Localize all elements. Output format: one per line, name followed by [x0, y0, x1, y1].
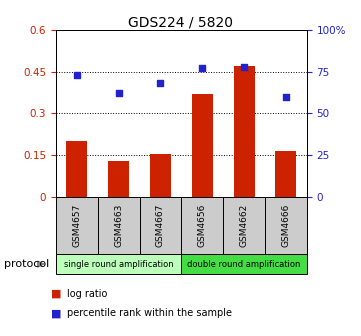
- Bar: [181, 254, 307, 274]
- Bar: [275, 151, 296, 197]
- Text: GSM4662: GSM4662: [240, 204, 249, 247]
- Point: [241, 64, 247, 70]
- Bar: [66, 141, 87, 197]
- Point: [116, 91, 122, 96]
- Text: protocol: protocol: [4, 259, 49, 269]
- Bar: [108, 161, 129, 197]
- Point: [199, 66, 205, 71]
- Bar: [150, 154, 171, 197]
- Text: GDS224 / 5820: GDS224 / 5820: [128, 15, 233, 29]
- Bar: [265, 197, 307, 254]
- Text: GSM4666: GSM4666: [282, 204, 291, 247]
- Text: single round amplification: single round amplification: [64, 260, 174, 268]
- Text: log ratio: log ratio: [67, 289, 107, 299]
- Point: [158, 81, 164, 86]
- Text: GSM4656: GSM4656: [198, 204, 207, 247]
- Bar: [56, 197, 98, 254]
- Bar: [98, 197, 140, 254]
- Text: ■: ■: [51, 308, 61, 319]
- Bar: [140, 197, 181, 254]
- Bar: [192, 94, 213, 197]
- Bar: [56, 254, 181, 274]
- Bar: [234, 66, 255, 197]
- Bar: [181, 197, 223, 254]
- Text: percentile rank within the sample: percentile rank within the sample: [67, 308, 232, 319]
- Text: GSM4667: GSM4667: [156, 204, 165, 247]
- Bar: [223, 197, 265, 254]
- Text: ■: ■: [51, 289, 61, 299]
- Text: GSM4657: GSM4657: [72, 204, 81, 247]
- Text: double round amplification: double round amplification: [187, 260, 301, 268]
- Point: [283, 94, 289, 99]
- Point: [74, 73, 80, 78]
- Text: GSM4663: GSM4663: [114, 204, 123, 247]
